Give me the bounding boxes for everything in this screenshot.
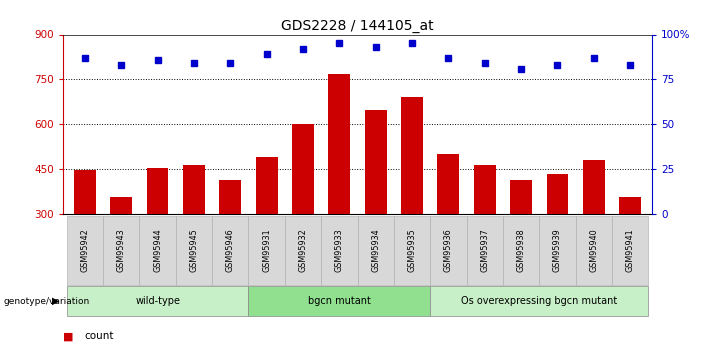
Bar [103, 216, 139, 285]
Text: ▶: ▶ [52, 296, 60, 306]
Text: GSM95932: GSM95932 [299, 228, 308, 272]
Text: wild-type: wild-type [135, 296, 180, 306]
Bar [437, 154, 459, 214]
Bar [547, 174, 569, 214]
Bar [110, 197, 132, 214]
Bar [292, 124, 314, 214]
Text: GSM95946: GSM95946 [226, 228, 235, 272]
Bar [619, 197, 641, 214]
Bar [67, 216, 103, 285]
Bar [510, 179, 532, 214]
Text: count: count [84, 332, 114, 341]
Text: GSM95935: GSM95935 [407, 228, 416, 272]
Bar [329, 74, 350, 214]
Text: GSM95933: GSM95933 [335, 228, 343, 272]
Text: GSM95945: GSM95945 [189, 228, 198, 272]
Bar [212, 216, 248, 285]
Bar [74, 170, 96, 214]
Bar [321, 216, 358, 285]
Bar [285, 216, 321, 285]
Text: GSM95931: GSM95931 [262, 228, 271, 272]
Text: GSM95934: GSM95934 [372, 228, 380, 272]
Bar [394, 216, 430, 285]
Bar [576, 216, 612, 285]
Bar [176, 216, 212, 285]
Text: genotype/variation: genotype/variation [4, 296, 90, 306]
Text: GSM95943: GSM95943 [117, 228, 125, 272]
Bar [503, 216, 539, 285]
Bar [67, 286, 248, 316]
Bar [358, 216, 394, 285]
Title: GDS2228 / 144105_at: GDS2228 / 144105_at [281, 19, 434, 33]
Bar [583, 160, 605, 214]
Bar [139, 216, 176, 285]
Text: GSM95940: GSM95940 [590, 228, 598, 272]
Bar [147, 168, 168, 214]
Text: GSM95941: GSM95941 [625, 228, 634, 272]
Text: ■: ■ [63, 332, 74, 341]
Text: Os overexpressing bgcn mutant: Os overexpressing bgcn mutant [461, 296, 618, 306]
Bar [256, 157, 278, 214]
Text: GSM95939: GSM95939 [553, 228, 562, 272]
Text: GSM95944: GSM95944 [153, 228, 162, 272]
Bar [612, 216, 648, 285]
Bar [474, 166, 496, 214]
Bar [467, 216, 503, 285]
Bar [539, 216, 576, 285]
Text: GSM95938: GSM95938 [517, 228, 526, 272]
Bar [430, 216, 467, 285]
Bar [401, 97, 423, 214]
Bar [430, 286, 648, 316]
Bar [248, 286, 430, 316]
Text: GSM95942: GSM95942 [81, 228, 90, 272]
Bar [248, 216, 285, 285]
Bar [365, 110, 386, 214]
Text: GSM95936: GSM95936 [444, 228, 453, 272]
Bar [219, 179, 241, 214]
Text: bgcn mutant: bgcn mutant [308, 296, 371, 306]
Bar [183, 166, 205, 214]
Text: GSM95937: GSM95937 [480, 228, 489, 272]
